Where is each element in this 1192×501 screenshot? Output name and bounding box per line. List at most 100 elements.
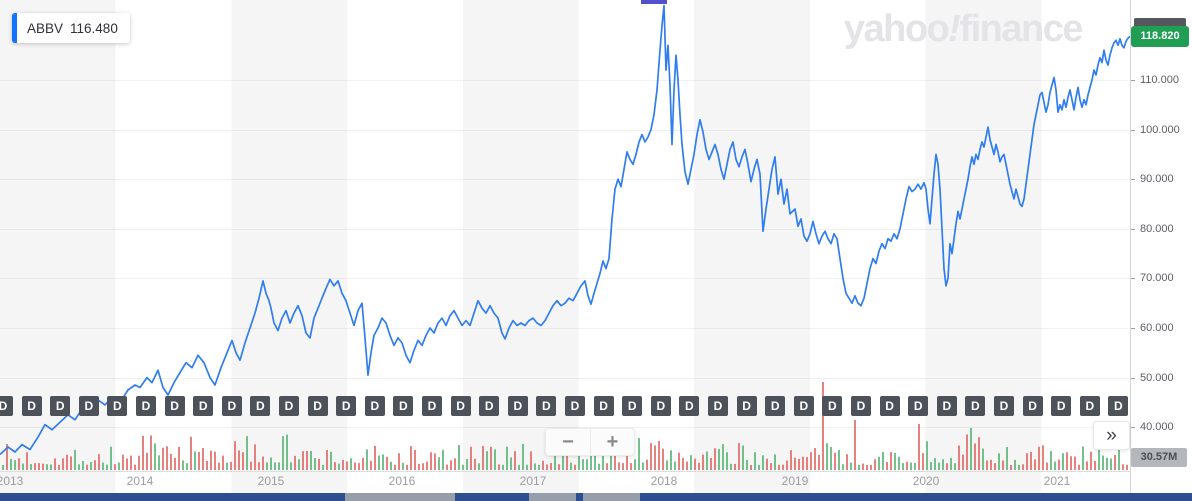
- expand-chevrons-button[interactable]: »: [1093, 421, 1130, 450]
- volume-bar: [1034, 459, 1036, 470]
- price-volume-canvas[interactable]: [0, 0, 1130, 493]
- volume-bar: [442, 449, 444, 470]
- dividend-marker[interactable]: D: [1079, 396, 1100, 416]
- volume-bar: [454, 458, 456, 470]
- watermark-bang-icon: !: [948, 8, 961, 50]
- volume-bar: [1010, 465, 1012, 470]
- dividend-marker[interactable]: D: [193, 396, 214, 416]
- dividend-marker[interactable]: D: [364, 396, 385, 416]
- dividend-marker[interactable]: D: [136, 396, 156, 416]
- dividend-marker[interactable]: D: [78, 396, 99, 416]
- volume-bar: [1086, 461, 1088, 470]
- volume-bar: [850, 462, 852, 470]
- volume-bar: [1074, 456, 1076, 470]
- dividend-marker[interactable]: D: [507, 396, 528, 416]
- volume-bar: [646, 459, 648, 470]
- dividend-marker[interactable]: D: [622, 396, 643, 416]
- dividend-marker[interactable]: D: [164, 396, 185, 416]
- y-axis-tick: [1131, 427, 1135, 429]
- zoom-in-button[interactable]: +: [590, 428, 635, 456]
- y-axis-label: 40.000: [1140, 421, 1174, 434]
- x-axis-label: 2015: [257, 474, 285, 488]
- volume-bar: [1066, 452, 1068, 470]
- dividend-marker[interactable]: D: [936, 396, 957, 416]
- volume-bar: [330, 451, 332, 470]
- volume-bar: [470, 446, 472, 470]
- volume-bar: [910, 462, 912, 470]
- volume-bar: [370, 460, 372, 470]
- dividend-marker[interactable]: D: [650, 396, 671, 416]
- volume-bar: [558, 464, 560, 470]
- dividend-marker[interactable]: D: [393, 396, 414, 416]
- volume-bar: [94, 460, 96, 470]
- dividend-marker[interactable]: D: [879, 396, 900, 416]
- x-axis-label: 2020: [912, 474, 940, 488]
- volume-bar: [638, 438, 640, 470]
- volume-bar: [978, 437, 980, 470]
- dividend-marker[interactable]: D: [450, 396, 471, 416]
- volume-bar: [770, 463, 772, 470]
- y-axis-label: 70.000: [1140, 272, 1174, 285]
- volume-bar: [294, 455, 296, 470]
- volume-bar: [542, 460, 544, 470]
- dividend-marker[interactable]: D: [851, 396, 871, 416]
- dividend-marker[interactable]: D: [736, 396, 757, 416]
- volume-bar: [590, 451, 592, 470]
- dividend-marker[interactable]: D: [708, 396, 728, 416]
- volume-bar: [18, 458, 20, 470]
- volume-bar: [174, 457, 176, 470]
- dividend-marker[interactable]: D: [593, 396, 614, 416]
- dividend-marker[interactable]: D: [0, 396, 13, 416]
- dividend-marker[interactable]: D: [307, 396, 328, 416]
- dividend-marker[interactable]: D: [994, 396, 1014, 416]
- dividend-marker[interactable]: D: [422, 396, 442, 416]
- dividend-marker[interactable]: D: [1051, 396, 1072, 416]
- volume-bar: [70, 456, 72, 470]
- dividend-marker[interactable]: D: [536, 396, 557, 416]
- dividend-marker[interactable]: D: [565, 396, 585, 416]
- volume-bar: [962, 454, 964, 470]
- price-axis[interactable]: 110.000 100.000 90.000 80.000 70.000 60.000 50…: [1130, 0, 1192, 493]
- dividend-marker[interactable]: D: [21, 396, 42, 416]
- volume-bar: [618, 462, 620, 470]
- dividend-marker[interactable]: D: [822, 396, 843, 416]
- volume-bar: [1022, 464, 1024, 470]
- dividend-marker[interactable]: D: [50, 396, 71, 416]
- volume-bar: [578, 454, 580, 470]
- dividend-marker[interactable]: D: [336, 396, 357, 416]
- volume-bar: [746, 459, 748, 470]
- volume-bar: [494, 449, 496, 470]
- volume-bar: [798, 458, 800, 470]
- x-axis-label: 2019: [781, 474, 809, 488]
- volume-bar: [622, 463, 624, 470]
- x-axis-label: 2021: [1043, 474, 1071, 488]
- dividend-marker[interactable]: D: [279, 396, 299, 416]
- dividend-marker[interactable]: D: [250, 396, 271, 416]
- volume-bar: [498, 464, 500, 470]
- dividend-marker[interactable]: D: [965, 396, 986, 416]
- volume-bar: [226, 462, 228, 470]
- dividend-marker[interactable]: D: [793, 396, 814, 416]
- volume-bar: [790, 450, 792, 470]
- volume-bar: [14, 460, 16, 470]
- volume-bar: [26, 452, 28, 470]
- volume-bar: [954, 463, 956, 470]
- dividend-marker[interactable]: D: [1022, 396, 1043, 416]
- dividend-marker[interactable]: D: [908, 396, 929, 416]
- volume-bar: [894, 453, 896, 470]
- y-axis-tick: [1131, 278, 1135, 280]
- zoom-out-button[interactable]: −: [545, 428, 590, 456]
- volume-bar: [266, 462, 268, 470]
- dividend-marker[interactable]: D: [679, 396, 700, 416]
- dividend-marker[interactable]: D: [479, 396, 500, 416]
- dividend-marker[interactable]: D: [221, 396, 242, 416]
- dividend-marker[interactable]: D: [107, 396, 128, 416]
- volume-bar: [782, 464, 784, 470]
- volume-bar: [474, 458, 476, 470]
- volume-bar: [482, 446, 484, 470]
- volume-bar: [1050, 451, 1052, 470]
- volume-bar: [1042, 445, 1044, 470]
- dividend-marker[interactable]: D: [1108, 396, 1129, 416]
- dividend-marker[interactable]: D: [765, 396, 786, 416]
